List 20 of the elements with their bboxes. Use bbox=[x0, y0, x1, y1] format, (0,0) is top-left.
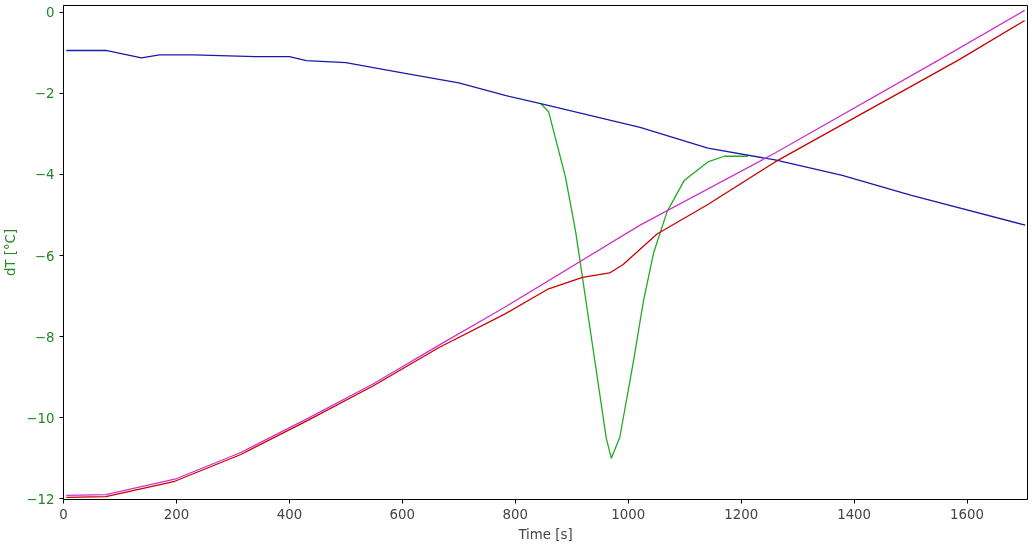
x-tick-label: 400 bbox=[276, 506, 303, 522]
x-tick-label: 1400 bbox=[837, 506, 872, 522]
y-tick-label: 0 bbox=[46, 5, 55, 21]
y-tick-label: −2 bbox=[34, 86, 55, 102]
x-tick-label: 0 bbox=[59, 506, 68, 522]
x-tick-label: 1200 bbox=[724, 506, 759, 522]
y-axis-title: dT [°C] bbox=[3, 228, 19, 277]
x-tick-label: 1600 bbox=[950, 506, 985, 522]
y-tick-label: −8 bbox=[34, 329, 55, 345]
line-series bbox=[65, 49, 1026, 226]
x-tick-label: 200 bbox=[163, 506, 190, 522]
y-tick-label: −6 bbox=[34, 248, 55, 264]
x-axis-title: Time [s] bbox=[517, 526, 573, 542]
line-series bbox=[540, 102, 749, 459]
y-tick-label: −4 bbox=[34, 167, 55, 183]
x-tick-label: 1000 bbox=[611, 506, 646, 522]
x-tick-label: 800 bbox=[502, 506, 529, 522]
y-tick-label: −12 bbox=[26, 491, 55, 507]
y-tick-label: −10 bbox=[26, 410, 55, 426]
x-tick-label: 600 bbox=[389, 506, 416, 522]
